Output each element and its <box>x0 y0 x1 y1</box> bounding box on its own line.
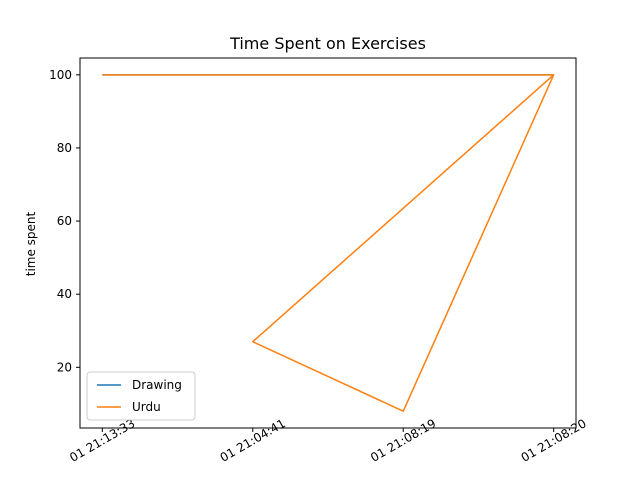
x-tick-label: 01 21:08:20 <box>519 416 589 465</box>
legend-label-urdu: Urdu <box>132 400 161 414</box>
x-axis: 01 21:13:33 01 21:04:41 01 21:08:19 01 21:0… <box>67 416 589 465</box>
x-tick-label: 01 21:04:41 <box>218 416 288 465</box>
plot-frame <box>79 57 577 429</box>
x-tick-label: 01 21:08:19 <box>368 416 438 465</box>
legend-label-drawing: Drawing <box>132 378 182 392</box>
y-axis: 20 40 60 80 100 <box>49 68 80 374</box>
y-tick-label: 100 <box>49 68 72 82</box>
chart-title: Time Spent on Exercises <box>229 34 426 53</box>
series-line-urdu <box>102 74 555 412</box>
legend-box <box>86 371 196 421</box>
y-tick-label: 20 <box>57 360 72 374</box>
x-tick-label: 01 21:13:33 <box>67 416 137 465</box>
y-tick-label: 80 <box>57 141 72 155</box>
plot-area <box>102 74 555 412</box>
y-tick-label: 60 <box>57 214 72 228</box>
y-tick-label: 40 <box>57 287 72 301</box>
y-axis-label: time spent <box>24 211 38 276</box>
legend: Drawing Urdu <box>86 371 196 421</box>
